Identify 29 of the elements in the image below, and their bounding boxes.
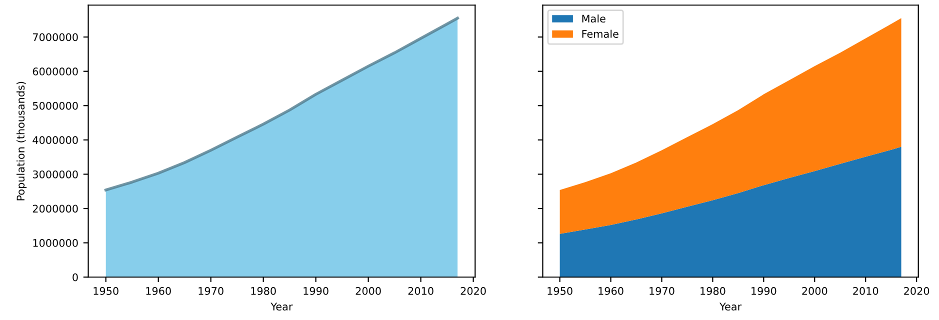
x-tick-label: 2010 bbox=[853, 287, 878, 295]
x-tick-label: 1950 bbox=[94, 287, 118, 295]
x-tick-label: 1960 bbox=[146, 287, 171, 295]
x-tick-label: 2020 bbox=[460, 287, 486, 295]
x-tick-label: 1950 bbox=[548, 287, 572, 295]
y-tick-label: 6000000 bbox=[32, 68, 78, 76]
x-tick-label: 2000 bbox=[802, 287, 828, 295]
legend-label: Male bbox=[582, 14, 606, 23]
y-tick-label: 2000000 bbox=[32, 204, 78, 213]
x-tick-label: 1970 bbox=[650, 287, 674, 295]
x-axis-title: Year bbox=[270, 302, 293, 311]
x-tick-label: 2010 bbox=[408, 287, 434, 295]
y-tick-label: 0 bbox=[72, 273, 78, 282]
x-axis-title: Year bbox=[719, 302, 742, 311]
x-tick-label: 2020 bbox=[904, 287, 930, 295]
y-tick-label: 1000000 bbox=[33, 239, 78, 247]
y-axis-title: Population (thousands) bbox=[16, 82, 27, 200]
x-tick-label: 1970 bbox=[198, 287, 224, 295]
y-tick-label: 7000000 bbox=[33, 33, 78, 42]
x-tick-label: 1980 bbox=[700, 287, 726, 295]
x-tick-label: 1980 bbox=[251, 287, 276, 295]
y-tick-label: 3000000 bbox=[32, 170, 78, 178]
x-tick-label: 1990 bbox=[304, 287, 328, 295]
legend-label: Female bbox=[582, 30, 618, 38]
x-tick-label: 1990 bbox=[752, 287, 776, 295]
x-tick-label: 2000 bbox=[356, 287, 381, 295]
y-tick-label: 4000000 bbox=[32, 136, 78, 144]
y-tick-label: 5000000 bbox=[32, 102, 78, 110]
x-tick-label: 1960 bbox=[598, 287, 624, 295]
